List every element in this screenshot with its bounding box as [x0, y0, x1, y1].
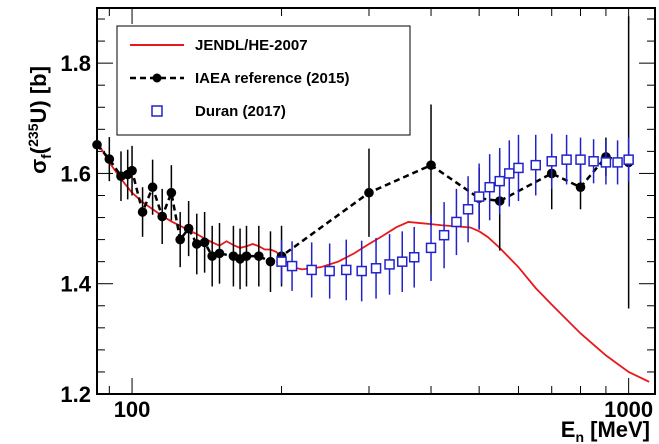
- iaea-point: [166, 187, 177, 198]
- duran-point: [356, 265, 367, 277]
- iaea-point: [137, 207, 148, 217]
- iaea-point: [199, 237, 210, 248]
- duran-point: [504, 168, 515, 179]
- y-tick-label: 1.6: [60, 161, 91, 186]
- duran-point: [341, 264, 352, 276]
- x-tick-label: 1000: [604, 397, 653, 422]
- axes-ticks: [97, 8, 655, 395]
- legend: JENDL/HE-2007 IAEA reference (2015) Dura…: [116, 25, 411, 136]
- duran-point: [276, 256, 287, 267]
- duran-point: [370, 263, 382, 274]
- y-axis-superscript: 235: [25, 123, 41, 147]
- x-axis-main: E: [561, 417, 576, 442]
- y-axis-sigma: σ: [26, 159, 51, 174]
- iaea-point: [92, 139, 102, 150]
- legend-label-duran: Duran (2017): [195, 103, 286, 120]
- y-axis-subscript: f: [38, 154, 54, 159]
- iaea-point: [207, 251, 217, 261]
- duran-point: [462, 204, 474, 215]
- iaea-point: [147, 182, 158, 193]
- duran-point: [484, 181, 495, 193]
- duran-point: [408, 251, 420, 263]
- duran-point: [612, 157, 623, 168]
- x-axis-rest: [MeV]: [584, 417, 650, 442]
- y-axis-rest: U) [b]: [26, 66, 51, 123]
- y-tick-label: 1.8: [60, 51, 91, 76]
- duran-point: [438, 229, 450, 241]
- duran-point: [575, 154, 586, 165]
- duran-point: [600, 157, 612, 168]
- iaea-point: [183, 223, 194, 234]
- duran-point: [306, 264, 317, 276]
- x-axis-title: En [MeV]: [561, 417, 650, 444]
- duran-point: [588, 156, 599, 167]
- iaea-point: [575, 182, 586, 193]
- duran-point: [530, 159, 541, 171]
- y-axis-open-paren: (: [26, 146, 51, 154]
- duran-point: [324, 265, 335, 277]
- iaea-point: [127, 165, 137, 176]
- iaea-point: [191, 239, 202, 249]
- duran-point: [425, 242, 437, 254]
- duran-point: [623, 154, 634, 165]
- duran-point: [396, 256, 408, 267]
- duran-point: [561, 154, 572, 165]
- x-tick-label: 100: [114, 397, 151, 422]
- iaea-point: [175, 234, 185, 245]
- iaea-point: [241, 251, 252, 261]
- duran-point: [513, 162, 524, 174]
- series-line-iaea: [96, 143, 629, 264]
- iaea-point: [364, 187, 374, 198]
- duran-point: [546, 156, 557, 167]
- iaea-point: [426, 160, 436, 170]
- iaea-point: [157, 211, 167, 222]
- tick-labels: 1.2 1.4 1.6 1.8 100 1000: [60, 51, 653, 422]
- legend-label-jendl: JENDL/HE-2007: [195, 37, 308, 54]
- y-tick-label: 1.4: [60, 272, 91, 297]
- iaea-point: [104, 154, 115, 164]
- legend-swatch-duran: [151, 105, 163, 117]
- duran-point: [473, 191, 485, 202]
- legend-label-iaea: IAEA reference (2015): [195, 70, 350, 87]
- duran-point: [286, 260, 298, 272]
- iaea-point: [254, 251, 264, 261]
- plot-area: [92, 16, 650, 383]
- iaea-point: [214, 248, 225, 259]
- duran-point: [384, 259, 395, 270]
- plot-frame: [96, 7, 656, 395]
- legend-swatch-iaea-marker: [152, 73, 162, 83]
- x-axis-subscript: n: [575, 429, 584, 444]
- duran-point: [494, 175, 505, 187]
- iaea-point: [265, 256, 276, 267]
- duran-point: [451, 216, 462, 228]
- y-axis-title: σf(235U) [b]: [25, 66, 54, 174]
- y-tick-label: 1.2: [60, 382, 91, 407]
